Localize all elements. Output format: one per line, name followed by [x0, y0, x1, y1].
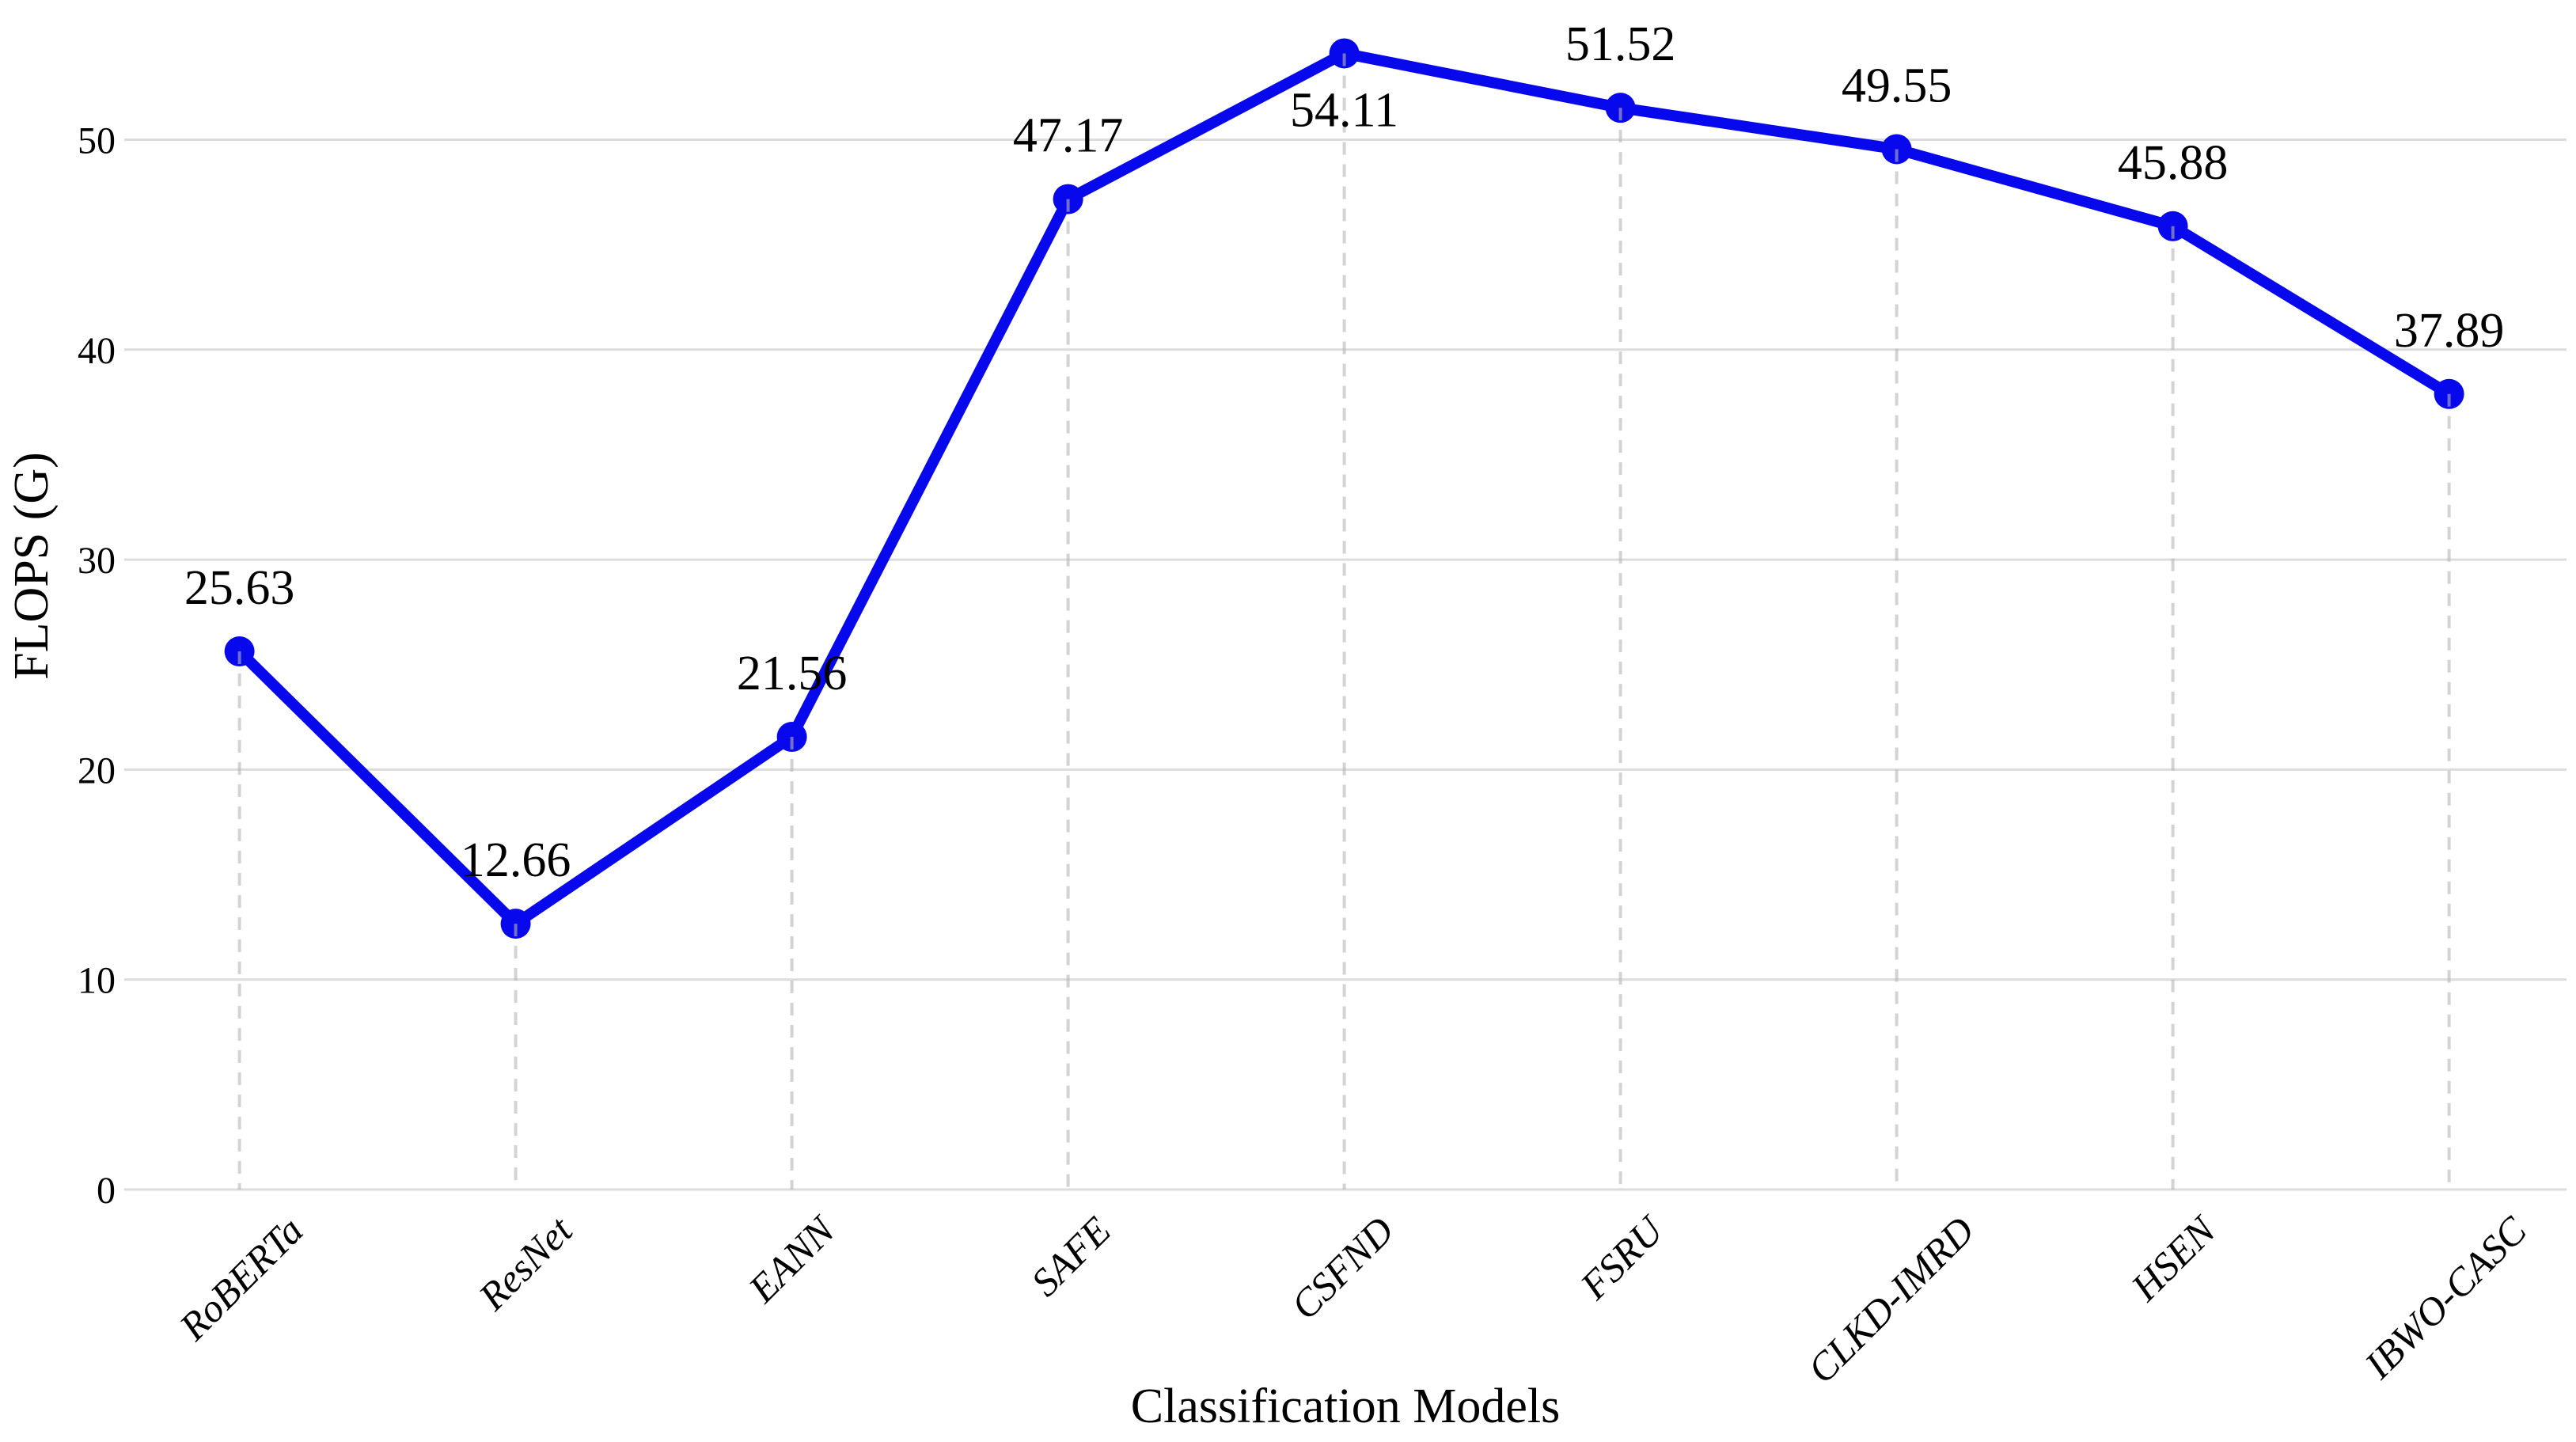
x-category-label: EANN — [739, 1206, 844, 1311]
x-category-label: CSFND — [1282, 1208, 1402, 1328]
data-point-label: 37.89 — [2394, 304, 2505, 358]
data-point-label: 54.11 — [1290, 83, 1398, 137]
data-point-label: 45.88 — [2118, 136, 2229, 190]
y-tick-label: 0 — [97, 1170, 116, 1212]
x-category-label: CLKD-IMRD — [1799, 1208, 1982, 1391]
x-category-label: IBWO-CASC — [2355, 1208, 2535, 1387]
point-guide-layer — [237, 53, 2451, 1190]
gridline-layer: 0 10 20 30 40 50 — [78, 120, 2567, 1212]
y-tick-label: 30 — [78, 540, 116, 582]
x-category-label: SAFE — [1022, 1208, 1119, 1304]
x-category-label: ResNet — [469, 1207, 581, 1319]
data-point-label: 49.55 — [1842, 59, 1952, 112]
data-point-label: 25.63 — [184, 561, 295, 615]
x-category-label: FSRU — [1571, 1206, 1673, 1308]
data-point-label: 47.17 — [1013, 109, 1124, 163]
y-tick-label: 10 — [78, 960, 116, 1002]
data-point-label: 12.66 — [461, 833, 571, 887]
y-tick-label: 20 — [78, 749, 116, 791]
x-axis-title: Classification Models — [1131, 1379, 1560, 1433]
data-point-label: 21.56 — [737, 647, 848, 700]
y-tick-label: 50 — [78, 120, 116, 162]
x-category-label: HSEN — [2122, 1206, 2225, 1310]
data-point-label: 51.52 — [1565, 17, 1676, 71]
x-category-label: RoBERTa — [170, 1208, 311, 1349]
y-axis-title: FLOPS (G) — [5, 452, 59, 680]
y-tick-label: 40 — [78, 330, 116, 372]
